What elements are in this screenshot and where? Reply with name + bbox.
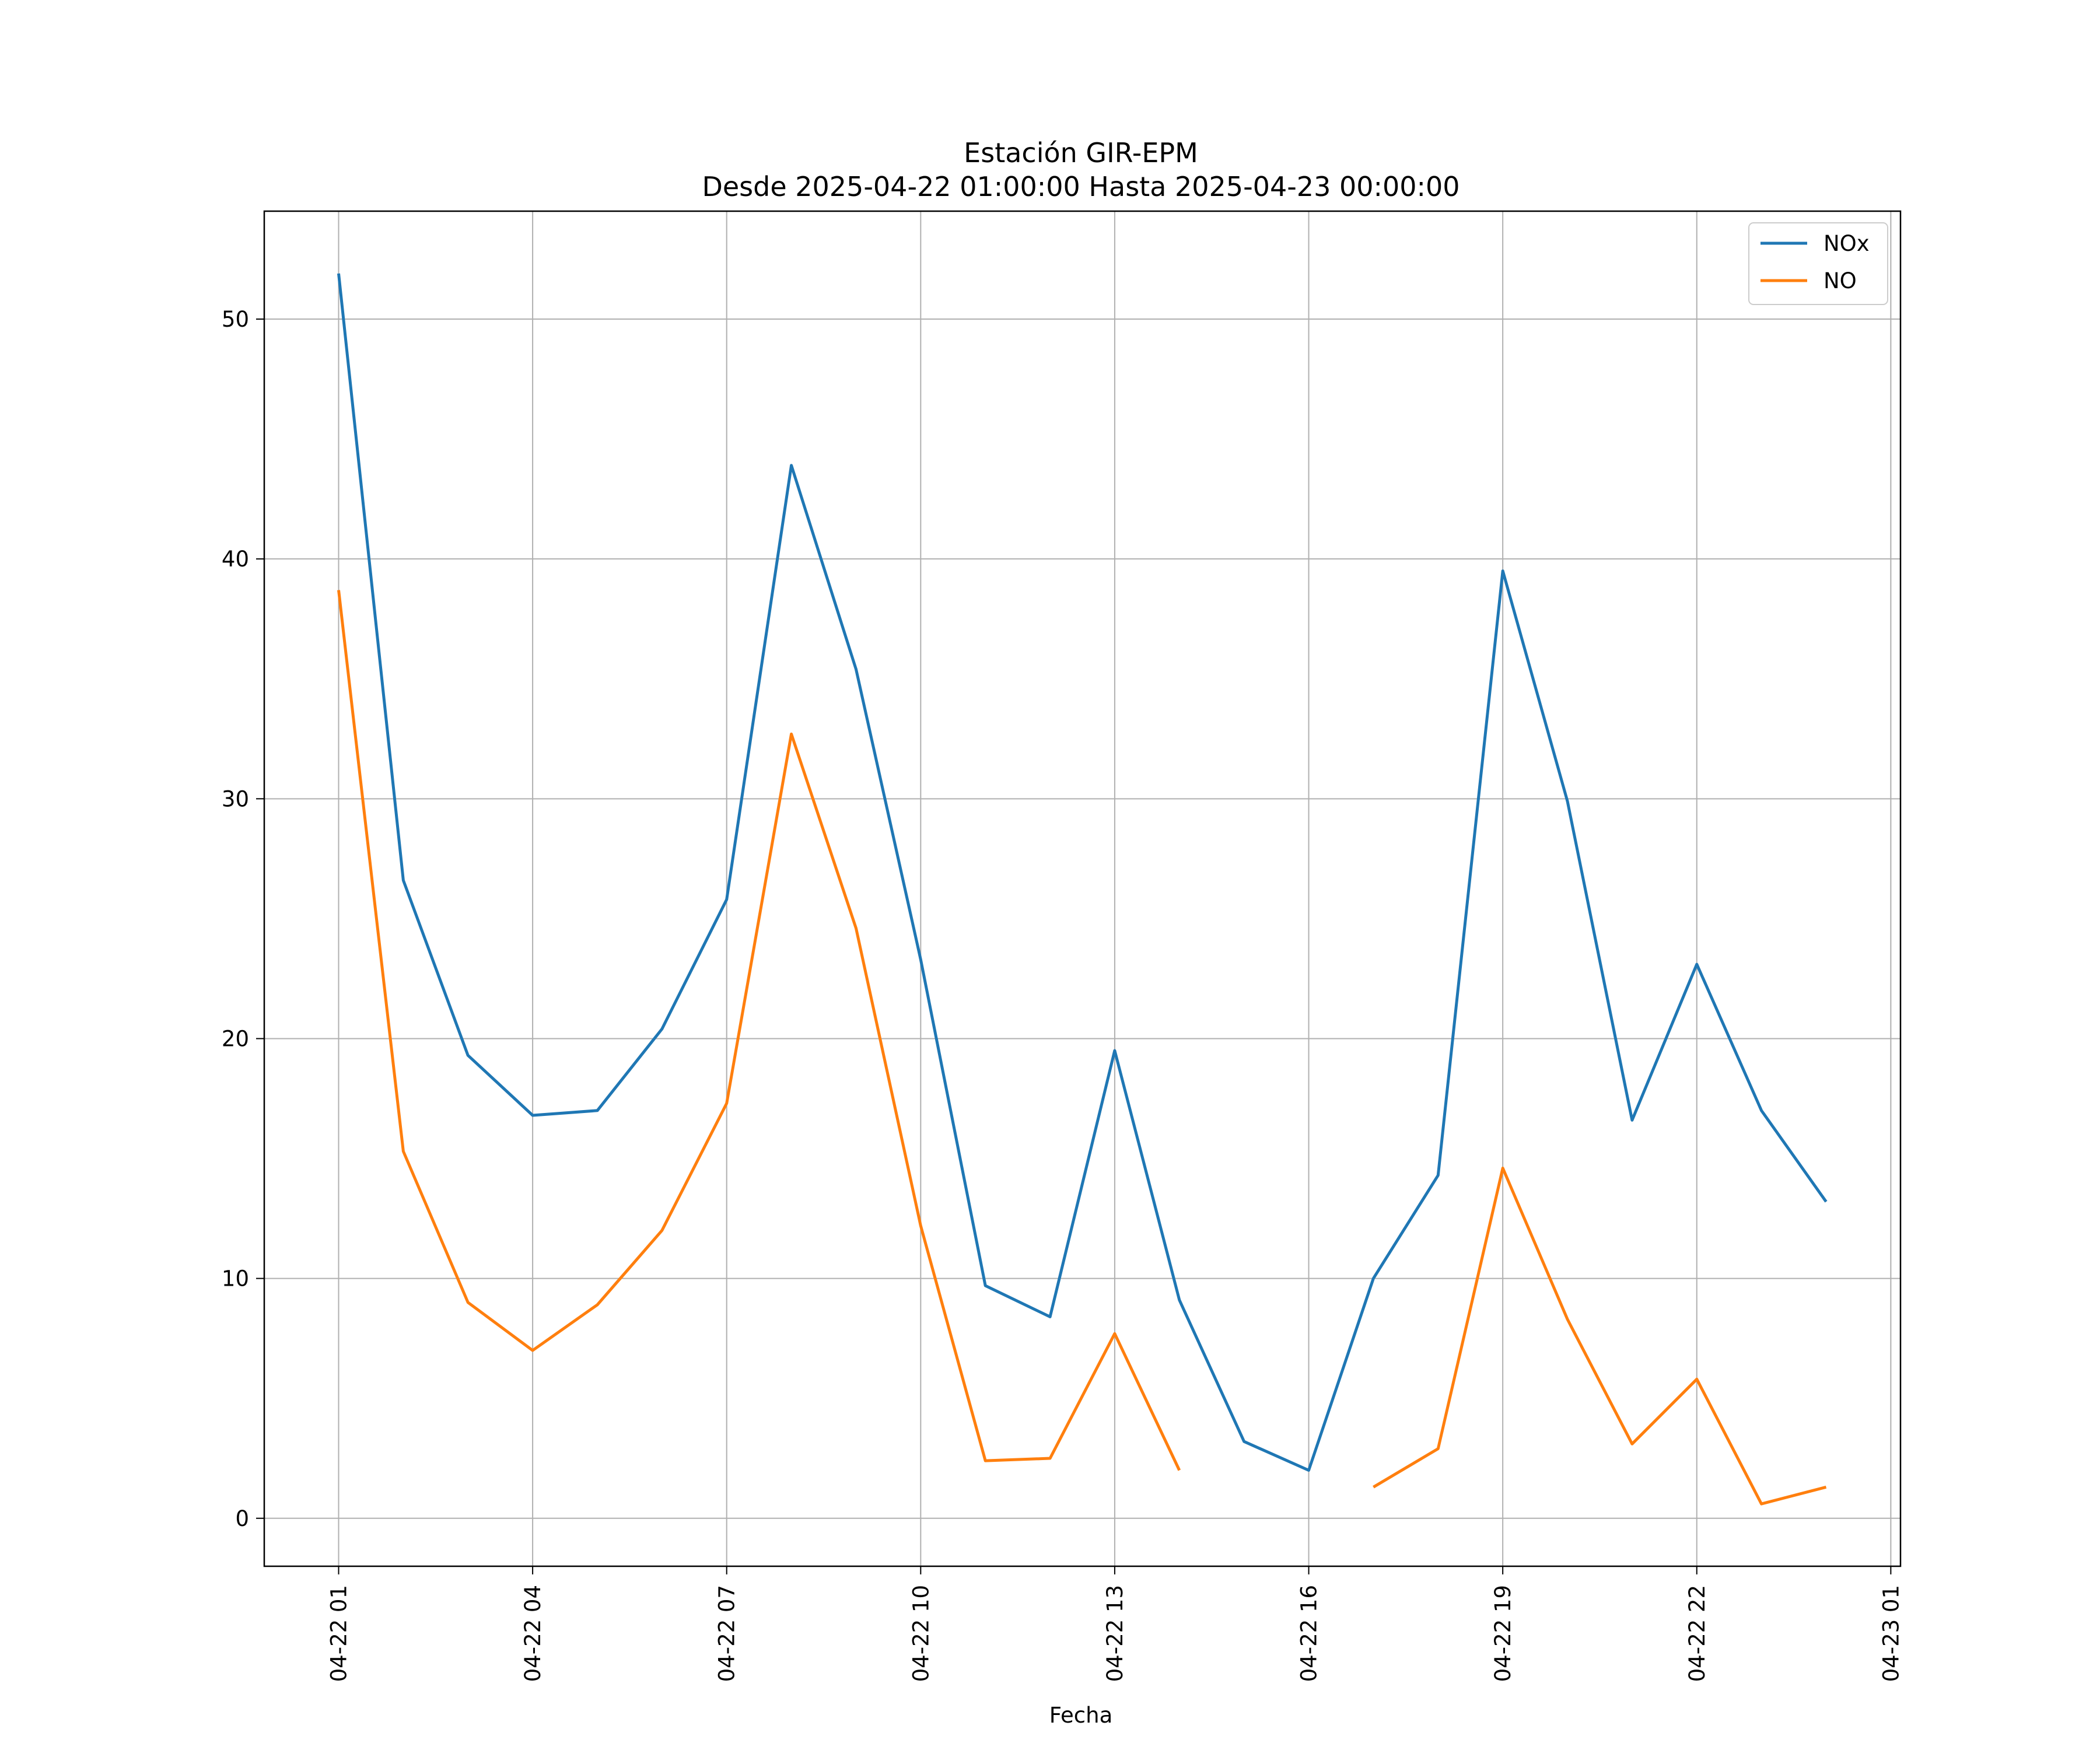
axis-ticks: 0 10 20 30 40 50 04-22 01 04-22 04 04-22 07 04-22… bbox=[222, 307, 1903, 1682]
series-line-nox bbox=[337, 273, 1828, 1472]
chart-subtitle: Desde 2025-04-22 01:00:00 Hasta 2025-04-… bbox=[702, 171, 1460, 202]
x-tick-label: 04-22 22 bbox=[1685, 1585, 1710, 1682]
x-tick-label: 04-22 07 bbox=[715, 1585, 740, 1682]
y-tick-label: 10 bbox=[222, 1266, 249, 1292]
legend-label-no: NO bbox=[1824, 268, 1857, 293]
x-tick-label: 04-22 01 bbox=[327, 1585, 352, 1682]
y-tick-label: 30 bbox=[222, 786, 249, 811]
series-line-no bbox=[337, 590, 1181, 1471]
y-tick-label: 50 bbox=[222, 307, 249, 332]
y-tick-label: 40 bbox=[222, 547, 249, 572]
legend: NOx NO bbox=[1748, 222, 1888, 305]
x-tick-label: 04-22 10 bbox=[908, 1585, 933, 1682]
x-tick-label: 04-22 16 bbox=[1297, 1585, 1322, 1682]
chart-title: Estación GIR-EPM bbox=[964, 137, 1198, 169]
x-tick-label: 04-22 19 bbox=[1490, 1585, 1516, 1682]
y-tick-label: 20 bbox=[222, 1026, 249, 1051]
x-tick-label: 04-22 13 bbox=[1102, 1585, 1128, 1682]
x-tick-label: 04-23 01 bbox=[1878, 1585, 1903, 1682]
x-axis-label: Fecha bbox=[1049, 1703, 1113, 1728]
plot-frame bbox=[263, 210, 1902, 1567]
legend-label-nox: NOx bbox=[1824, 231, 1870, 256]
y-tick-label: 0 bbox=[235, 1506, 249, 1531]
series-line-no bbox=[1373, 1167, 1827, 1506]
series-layer bbox=[337, 273, 1828, 1506]
grid-lines bbox=[264, 211, 1901, 1566]
x-tick-label: 04-22 04 bbox=[520, 1585, 545, 1682]
